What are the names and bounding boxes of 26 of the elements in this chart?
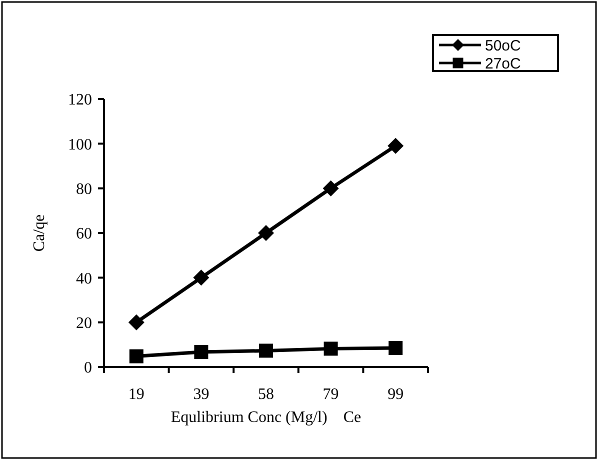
point bbox=[128, 314, 144, 330]
y-tick-label: 100 bbox=[68, 136, 92, 154]
point bbox=[259, 344, 273, 358]
y-tick-label: 40 bbox=[76, 270, 92, 288]
legend-label: 50oC bbox=[485, 37, 522, 54]
y-tick-label: 80 bbox=[76, 180, 92, 198]
point bbox=[129, 349, 144, 364]
y-tick-label: 120 bbox=[68, 92, 92, 109]
x-axis-title: Equlibrium Conc (Mg/l) Ce bbox=[170, 409, 362, 426]
y-tick-label: 0 bbox=[84, 360, 92, 377]
point bbox=[258, 225, 274, 241]
point bbox=[388, 138, 404, 154]
x-tick-label: 99 bbox=[388, 386, 404, 403]
x-tick-label: 79 bbox=[322, 386, 339, 403]
y-tick-label: 60 bbox=[76, 226, 92, 243]
y-tick-label: 20 bbox=[76, 314, 92, 332]
y-axis-title: Ca/qe bbox=[31, 214, 48, 252]
point bbox=[324, 342, 338, 356]
x-tick-label: 39 bbox=[193, 386, 210, 403]
x-tick-label: 58 bbox=[258, 386, 274, 403]
point bbox=[193, 270, 210, 286]
point bbox=[388, 341, 403, 356]
legend-label: 27oC bbox=[485, 55, 522, 72]
point bbox=[194, 345, 208, 360]
point bbox=[322, 180, 339, 196]
x-tick-label: 19 bbox=[128, 386, 144, 403]
